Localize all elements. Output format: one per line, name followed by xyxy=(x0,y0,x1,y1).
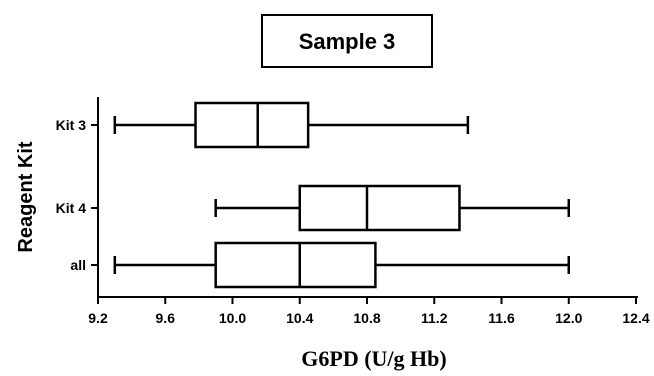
x-tick-label: 10.8 xyxy=(353,310,380,326)
x-tick-label: 12.0 xyxy=(555,310,582,326)
x-ticks: 9.2 9.6 10.0 10.4 10.8 11.2 11.6 12.0 12.4 xyxy=(88,297,650,326)
category-label: all xyxy=(70,257,86,273)
x-tick-label: 9.2 xyxy=(88,310,108,326)
x-tick-label: 10.4 xyxy=(286,310,313,326)
category-label: Kit 3 xyxy=(56,117,87,133)
x-axis-label: G6PD (U/g Hb) xyxy=(301,346,446,371)
x-tick-label: 11.2 xyxy=(421,310,448,326)
iqr-box xyxy=(298,184,461,232)
box-kit-3 xyxy=(113,101,470,149)
y-axis-label: Reagent Kit xyxy=(15,141,37,252)
iqr-box xyxy=(194,101,310,149)
box-all xyxy=(113,241,570,289)
box-kit-4 xyxy=(214,184,570,232)
x-tick-label: 12.4 xyxy=(622,310,649,326)
title-box xyxy=(261,14,433,68)
iqr-box xyxy=(214,241,377,289)
x-tick-label: 11.6 xyxy=(488,310,515,326)
chart-title: Sample 3 xyxy=(299,29,396,54)
category-ticks: Kit 3 Kit 4 all xyxy=(56,117,98,273)
category-label: Kit 4 xyxy=(56,200,87,216)
x-tick-label: 10.0 xyxy=(219,310,246,326)
x-tick-label: 9.6 xyxy=(156,310,176,326)
boxes xyxy=(113,101,570,289)
